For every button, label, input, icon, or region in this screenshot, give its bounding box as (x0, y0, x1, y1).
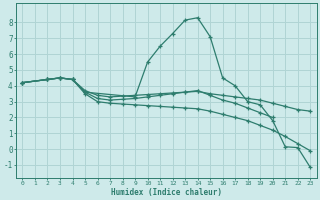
X-axis label: Humidex (Indice chaleur): Humidex (Indice chaleur) (111, 188, 222, 197)
